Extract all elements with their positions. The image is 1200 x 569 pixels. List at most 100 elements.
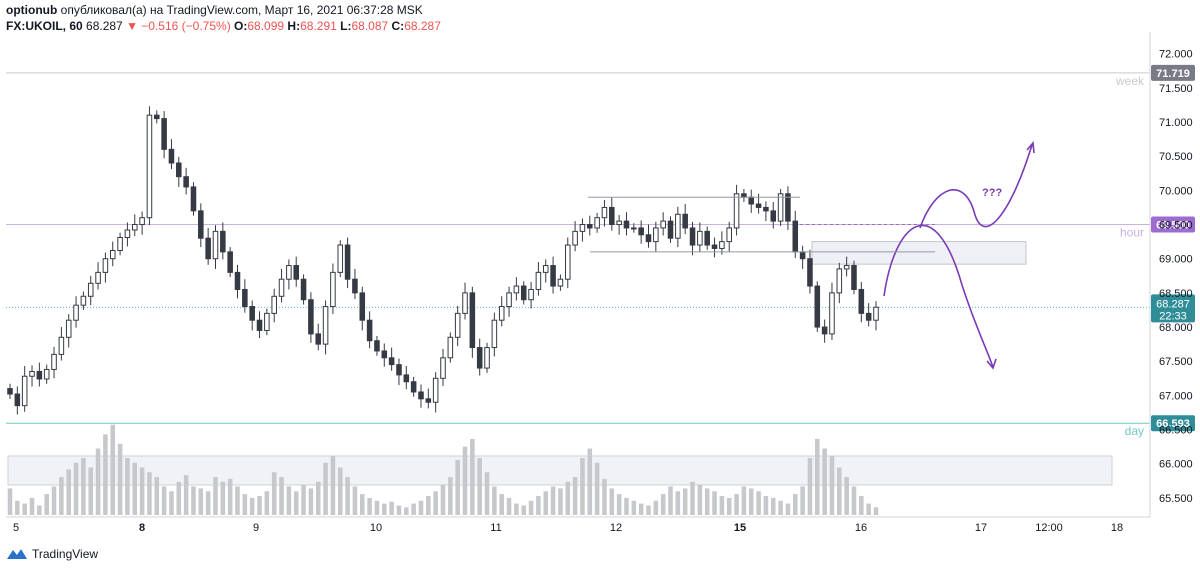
publisher-name[interactable]: optionub — [6, 3, 58, 17]
candle[interactable] — [858, 288, 865, 314]
candle[interactable] — [330, 271, 336, 308]
candle[interactable] — [836, 268, 843, 294]
candle[interactable] — [176, 162, 182, 178]
candle[interactable] — [278, 278, 285, 297]
candle[interactable] — [168, 148, 175, 164]
candle[interactable] — [337, 244, 344, 273]
candle[interactable] — [374, 340, 380, 352]
candle[interactable] — [154, 114, 160, 120]
candle[interactable] — [528, 288, 534, 301]
volume-zone-rect[interactable] — [7, 455, 1113, 486]
candle[interactable] — [763, 206, 769, 212]
candle[interactable] — [799, 251, 806, 260]
candle[interactable] — [73, 304, 79, 321]
candle[interactable] — [293, 265, 299, 280]
candle[interactable] — [843, 265, 850, 270]
candle[interactable] — [234, 271, 241, 290]
candle[interactable] — [814, 285, 821, 328]
candle[interactable] — [198, 210, 204, 239]
candle[interactable] — [675, 213, 681, 239]
candle[interactable] — [469, 292, 476, 349]
candle[interactable] — [29, 370, 35, 377]
candle[interactable] — [660, 220, 666, 229]
candle[interactable] — [689, 227, 696, 246]
candle[interactable] — [711, 244, 718, 249]
candle[interactable] — [43, 368, 50, 380]
candle[interactable] — [755, 203, 762, 208]
candle[interactable] — [227, 251, 233, 273]
candle[interactable] — [865, 312, 872, 321]
candle[interactable] — [557, 278, 564, 287]
candle[interactable] — [587, 224, 593, 229]
candle[interactable] — [183, 176, 189, 188]
candle[interactable] — [102, 258, 109, 273]
candle[interactable] — [638, 227, 644, 236]
candle[interactable] — [821, 326, 828, 335]
candle[interactable] — [873, 306, 879, 321]
candle[interactable] — [256, 319, 263, 331]
candle[interactable] — [550, 265, 556, 287]
candle[interactable] — [95, 271, 101, 284]
candle[interactable] — [748, 196, 755, 205]
candle[interactable] — [7, 388, 13, 395]
candle[interactable] — [359, 292, 366, 321]
candle[interactable] — [139, 217, 145, 226]
candle[interactable] — [36, 370, 43, 380]
candle[interactable] — [352, 278, 358, 294]
candle[interactable] — [131, 224, 138, 231]
candle[interactable] — [249, 306, 255, 321]
candle[interactable] — [697, 230, 703, 246]
candle[interactable] — [564, 244, 571, 280]
candle[interactable] — [220, 230, 226, 253]
candle[interactable] — [770, 210, 777, 222]
candle[interactable] — [271, 295, 277, 314]
symbol-title[interactable]: FX:UKOIL, 60 — [6, 19, 83, 33]
candle[interactable] — [286, 265, 292, 280]
footer-brand[interactable]: TradingView — [6, 545, 98, 563]
candle[interactable] — [542, 265, 549, 273]
candle[interactable] — [410, 381, 417, 393]
candle[interactable] — [645, 234, 652, 243]
candle[interactable] — [631, 227, 637, 230]
resistance-zone-rect[interactable] — [811, 241, 1027, 265]
candle[interactable] — [146, 114, 153, 219]
candle[interactable] — [535, 271, 542, 290]
candle[interactable] — [579, 224, 586, 232]
candle[interactable] — [51, 353, 57, 370]
candle[interactable] — [653, 227, 659, 243]
candle[interactable] — [440, 357, 446, 379]
candle[interactable] — [572, 230, 578, 246]
candle[interactable] — [65, 319, 72, 338]
candle[interactable] — [242, 288, 248, 308]
candle[interactable] — [124, 229, 131, 239]
candle[interactable] — [14, 393, 21, 407]
candle[interactable] — [807, 258, 813, 287]
candle[interactable] — [388, 357, 395, 366]
candle[interactable] — [80, 295, 87, 306]
candle[interactable] — [161, 118, 167, 150]
candle[interactable] — [726, 227, 732, 243]
candle[interactable] — [609, 206, 615, 226]
candle[interactable] — [425, 398, 432, 403]
candle[interactable] — [87, 282, 94, 297]
candle[interactable] — [462, 292, 468, 314]
candle[interactable] — [322, 306, 329, 345]
candle[interactable] — [719, 241, 725, 249]
candle[interactable] — [498, 306, 505, 321]
candle[interactable] — [520, 285, 527, 301]
candle[interactable] — [432, 377, 439, 403]
candle[interactable] — [308, 299, 314, 335]
forecast-arrow-down[interactable] — [883, 224, 994, 368]
candle[interactable] — [623, 220, 630, 229]
candle[interactable] — [829, 292, 835, 335]
candle[interactable] — [381, 350, 388, 359]
question-annotation[interactable]: ??? — [982, 187, 1002, 199]
candle[interactable] — [506, 292, 512, 308]
candle[interactable] — [491, 319, 498, 349]
candle[interactable] — [366, 319, 373, 342]
candle[interactable] — [792, 220, 799, 253]
candle[interactable] — [418, 391, 424, 400]
candle[interactable] — [212, 230, 219, 260]
candle[interactable] — [733, 193, 740, 229]
